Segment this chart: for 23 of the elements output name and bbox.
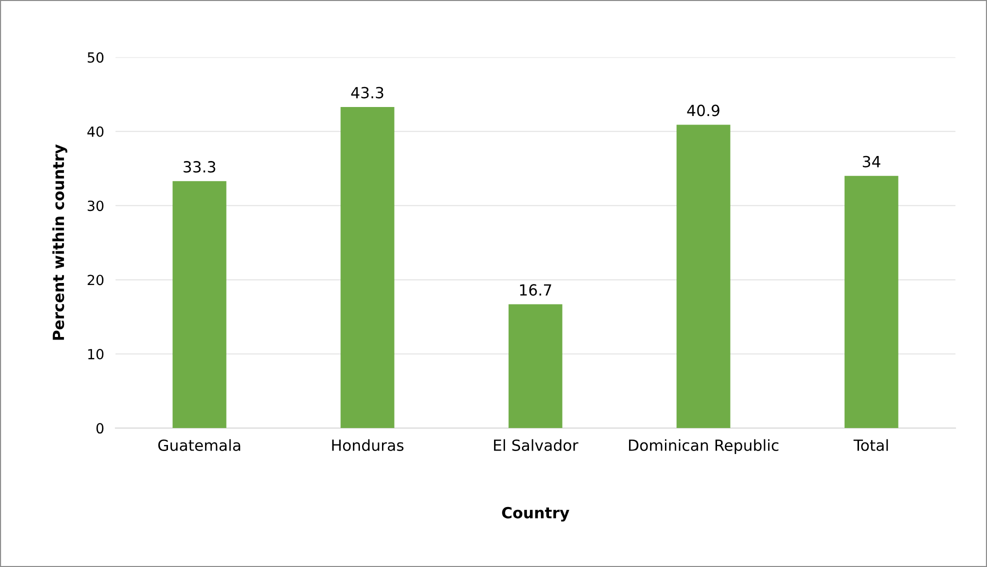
bar [340,106,394,428]
y-tick-label: 0 [96,423,104,434]
x-tick-label: Dominican Republic [629,439,778,454]
x-tick-label: Total [854,439,888,452]
data-label: 43.3 [351,86,384,98]
bar [844,176,898,428]
data-label: 34 [862,156,880,168]
x-tick-label: Guatemala [158,439,240,452]
x-axis-title: Country [502,506,570,522]
bar [676,124,730,428]
data-label: 33.3 [184,161,216,173]
x-tick-label: Honduras [332,439,404,452]
bar [508,304,562,428]
data-label: 40.9 [687,104,720,116]
y-tick-label: 50 [88,52,104,63]
y-tick-label: 20 [88,274,104,286]
data-label: 16.7 [520,284,552,296]
y-tick-label: 30 [88,200,104,212]
y-tick-label: 40 [87,126,104,137]
y-axis-title: Percent within country [52,144,68,340]
x-tick-label: El Salvador [494,439,578,452]
y-tick-label: 10 [88,348,104,360]
bar [172,181,226,428]
